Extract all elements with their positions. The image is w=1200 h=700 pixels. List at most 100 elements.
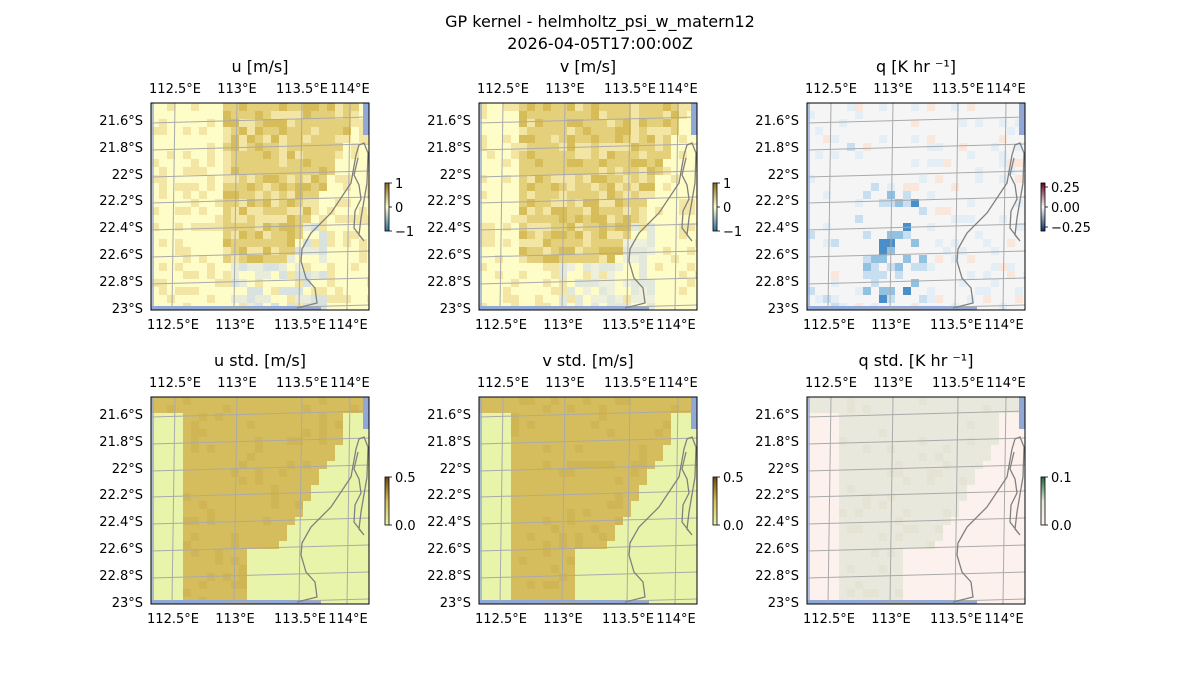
- field-cell: [279, 111, 287, 119]
- field-cell: [247, 263, 255, 271]
- field-cell: [551, 143, 559, 151]
- field-cell: [623, 509, 631, 517]
- field-cell: [263, 207, 271, 215]
- field-cell: [215, 437, 223, 445]
- field-cell: [639, 159, 647, 167]
- field-cell: [911, 485, 919, 493]
- field-cell: [551, 151, 559, 159]
- field-cell: [583, 167, 591, 175]
- field-cell: [367, 279, 369, 287]
- field-cell: [663, 151, 671, 159]
- field-cell: [255, 533, 263, 541]
- field-cell: [183, 421, 191, 429]
- field-cell: [655, 135, 663, 143]
- field-cell: [607, 207, 615, 215]
- field-cell: [519, 509, 527, 517]
- lon-tick-label-bottom: 113.5°E: [602, 612, 654, 627]
- lon-tick-label-top: 114°E: [986, 82, 1026, 97]
- field-cell: [631, 119, 639, 127]
- field-cell: [231, 103, 239, 111]
- field-cell: [615, 295, 623, 303]
- field-cell: [951, 453, 959, 461]
- field-cell: [919, 405, 927, 413]
- field-cell: [231, 469, 239, 477]
- field-cell: [839, 533, 847, 541]
- field-cell: [223, 549, 231, 557]
- field-cell: [527, 215, 535, 223]
- field-cell: [527, 231, 535, 239]
- field-cell: [303, 493, 311, 501]
- field-cell: [879, 557, 887, 565]
- field-cell: [607, 437, 615, 445]
- field-cell: [599, 287, 607, 295]
- field-cell: [919, 541, 927, 549]
- field-cell: [959, 397, 967, 405]
- field-cell: [935, 501, 943, 509]
- field-cell: [943, 517, 951, 525]
- field-cell: [535, 437, 543, 445]
- field-cell: [847, 461, 855, 469]
- field-cell: [271, 397, 279, 405]
- field-cell: [207, 477, 215, 485]
- field-cell: [319, 135, 327, 143]
- field-cell: [575, 151, 583, 159]
- field-cell: [951, 509, 959, 517]
- field-cell: [543, 573, 551, 581]
- gridline-lat: [807, 250, 1025, 258]
- field-cell: [639, 445, 647, 453]
- field-cell: [335, 199, 343, 207]
- field-cell: [351, 397, 359, 405]
- field-cell: [895, 541, 903, 549]
- field-cell: [263, 271, 271, 279]
- lat-tick-label: 23°S: [112, 302, 143, 317]
- field-cell: [295, 413, 303, 421]
- field-cell: [847, 541, 855, 549]
- field-cell: [199, 469, 207, 477]
- field-cell: [895, 573, 903, 581]
- field-cell: [527, 581, 535, 589]
- field-cell: [223, 437, 231, 445]
- field-cell: [527, 589, 535, 597]
- field-cell: [991, 397, 999, 405]
- field-cell: [663, 103, 671, 111]
- gridline-lon: [1002, 103, 1007, 310]
- field-cell: [223, 501, 231, 509]
- field-cell: [623, 175, 631, 183]
- field-cell: [959, 453, 967, 461]
- field-cell: [575, 477, 583, 485]
- lat-tick-label: 22.8°S: [99, 569, 143, 584]
- field-cell: [511, 215, 519, 223]
- field-cell: [847, 405, 855, 413]
- field-cell: [551, 215, 559, 223]
- field-cell: [311, 111, 319, 119]
- field-cell: [863, 581, 871, 589]
- field-cell: [1015, 175, 1023, 183]
- field-cell: [255, 119, 263, 127]
- field-cell: [615, 247, 623, 255]
- field-cell: [927, 159, 935, 167]
- field-cell: [607, 397, 615, 405]
- field-cell: [679, 271, 687, 279]
- field-cell: [991, 413, 999, 421]
- field-cell: [327, 405, 335, 413]
- field-cell: [935, 517, 943, 525]
- field-cell: [519, 557, 527, 565]
- field-cell: [951, 445, 959, 453]
- field-cell: [543, 437, 551, 445]
- field-cell: [255, 239, 263, 247]
- field-cell: [871, 413, 879, 421]
- field-cell: [567, 509, 575, 517]
- field-cell: [607, 295, 615, 303]
- field-cell: [343, 231, 351, 239]
- field-cell: [975, 461, 983, 469]
- field-cell: [615, 231, 623, 239]
- field-cell: [335, 215, 343, 223]
- field-cell: [527, 461, 535, 469]
- field-cell: [343, 119, 351, 127]
- field-cell: [311, 429, 319, 437]
- field-cell: [327, 207, 335, 215]
- field-cell: [623, 159, 631, 167]
- field-cell: [871, 271, 879, 279]
- field-cell: [311, 223, 319, 231]
- field-cell: [175, 263, 183, 271]
